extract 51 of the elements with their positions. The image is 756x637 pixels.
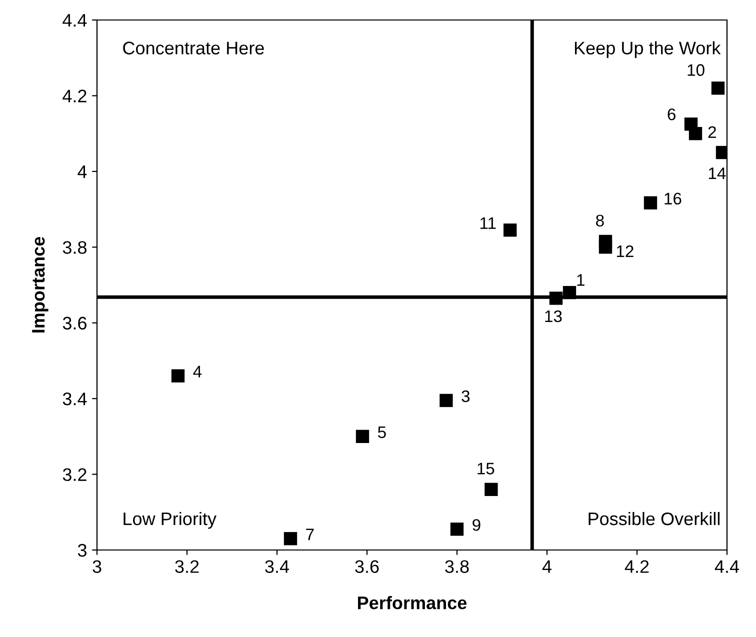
x-tick-label: 3.8 <box>445 560 469 573</box>
y-axis-title: Importance <box>32 236 48 332</box>
annotation: 5 <box>378 426 386 438</box>
x-tick-label: 3 <box>92 560 102 573</box>
x-tick-label: 3.2 <box>175 560 199 573</box>
x-tick-label: 4 <box>542 560 552 573</box>
annotation: 8 <box>596 214 604 226</box>
annotation: 3 <box>462 390 470 402</box>
annotation: 12 <box>616 245 634 258</box>
x-tick-label: 4.4 <box>714 560 740 573</box>
point <box>711 82 725 95</box>
annotation: 4 <box>193 366 202 378</box>
y-tick-label: 3.8 <box>62 241 86 254</box>
annotation: 2 <box>708 126 716 138</box>
point <box>598 240 612 254</box>
annotation: Possible Overkill <box>588 512 720 526</box>
y-tick-label: 4 <box>78 166 87 178</box>
annotation: 16 <box>664 192 682 205</box>
y-tick-label: 3.2 <box>62 468 86 482</box>
y-tick-label: 4.4 <box>62 14 87 27</box>
y-tick-label: 3.4 <box>62 392 87 406</box>
point <box>549 292 563 305</box>
annotation: 11 <box>480 217 496 229</box>
x-tick-label: 3.6 <box>355 560 379 573</box>
point <box>504 224 517 237</box>
annotation: 1 <box>577 274 584 286</box>
annotation: 13 <box>545 310 562 322</box>
annotation: 7 <box>306 528 314 540</box>
y-tick-label: 3.6 <box>62 316 86 330</box>
annotation: 15 <box>478 462 494 474</box>
annotation: Keep Up the Work <box>574 41 721 58</box>
annotation: 9 <box>472 519 480 531</box>
point <box>440 394 453 408</box>
point <box>484 482 498 496</box>
point <box>644 196 658 210</box>
annotation: 14 <box>708 168 726 180</box>
annotation: 10 <box>688 64 704 76</box>
point <box>684 118 698 131</box>
point <box>356 430 370 444</box>
annotation: 6 <box>668 108 676 120</box>
y-tick-label: 4.2 <box>62 90 86 102</box>
x-tick-label: 4.2 <box>624 560 649 573</box>
point <box>284 532 298 546</box>
point <box>450 522 464 536</box>
point <box>562 286 576 300</box>
annotation: Concentrate Here <box>123 42 264 54</box>
x-tick-label: 3.4 <box>265 560 290 573</box>
point <box>171 369 185 382</box>
annotation: Low Priority <box>124 512 216 529</box>
y-tick-label: 3 <box>78 544 86 557</box>
x-axis-title: Performance <box>358 596 467 610</box>
